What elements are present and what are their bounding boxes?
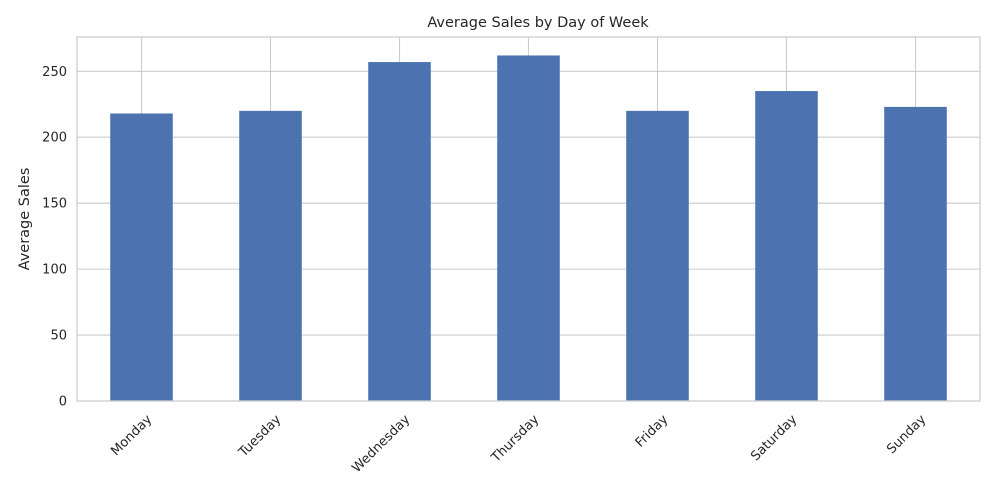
bar-saturday — [755, 91, 818, 402]
bar-monday — [110, 113, 173, 402]
y-tick-label: 250 — [42, 65, 67, 80]
bar-tuesday — [239, 110, 302, 401]
x-tick-label-monday: Monday — [108, 412, 155, 459]
y-tick-label: 100 — [42, 263, 67, 278]
x-tick-label-saturday: Saturday — [748, 412, 800, 464]
bar-thursday — [497, 55, 560, 401]
y-tick-label: 50 — [50, 329, 67, 344]
bar-friday — [626, 110, 689, 401]
y-tick-label: 200 — [42, 131, 67, 146]
x-tick-label-sunday: Sunday — [884, 412, 929, 457]
chart-title: Average Sales by Day of Week — [427, 15, 649, 31]
bar-sunday — [884, 106, 947, 401]
y-tick-label: 150 — [42, 197, 67, 212]
x-tick-label-wednesday: Wednesday — [349, 412, 413, 476]
bars — [110, 55, 947, 402]
x-tick-label-tuesday: Tuesday — [236, 412, 285, 461]
plot-border — [76, 36, 981, 402]
y-tick-labels: 0 50 100 150 200 250 — [42, 65, 67, 410]
plot-frame — [76, 36, 981, 402]
y-tick-label: 0 — [59, 395, 67, 410]
y-axis-label: Average Sales — [17, 168, 33, 271]
bar-wednesday — [368, 62, 431, 401]
x-tick-labels: Monday Tuesday Wednesday Thursday Friday Satu… — [108, 412, 929, 476]
x-tick-label-friday: Friday — [633, 412, 672, 451]
x-tick-label-thursday: Thursday — [488, 412, 542, 466]
